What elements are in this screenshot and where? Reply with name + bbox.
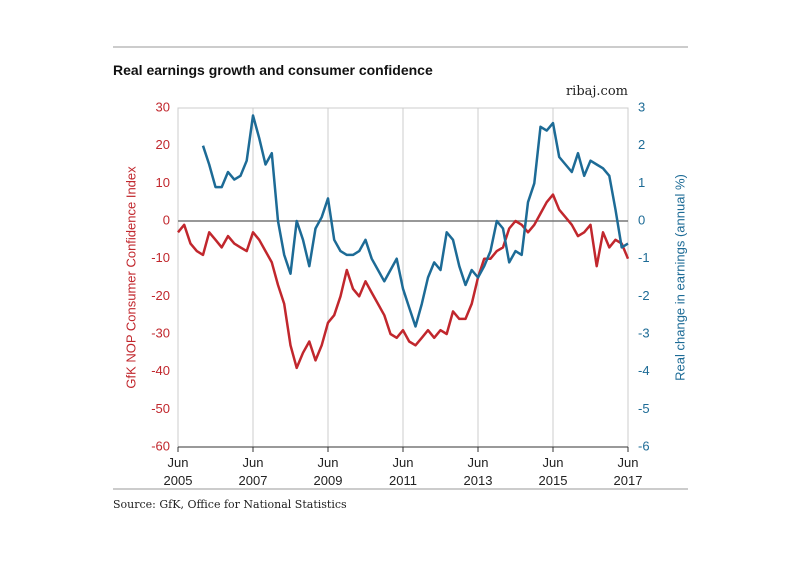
- y2-tick-label: 3: [638, 99, 645, 114]
- y-tick-label: -60: [151, 438, 170, 453]
- y-tick-label: -10: [151, 250, 170, 265]
- site-name: ribaj.com: [565, 84, 628, 99]
- y2-tick-label: -6: [638, 438, 650, 453]
- y-tick-label: -20: [151, 288, 170, 303]
- chart-title: Real earnings growth and consumer confid…: [113, 62, 433, 78]
- series-line: [201, 114, 629, 328]
- y2-tick-label: 1: [638, 175, 645, 190]
- x-tick-label: Jun 2015: [538, 455, 568, 488]
- y-tick-label: 10: [156, 175, 170, 190]
- x-tick-label: Jun 2007: [238, 455, 268, 488]
- x-tick-label: Jun 2017: [613, 455, 643, 488]
- y2-tick-label: -4: [638, 363, 650, 378]
- y2-axis-title: Real change in earnings (annual %): [672, 174, 687, 381]
- y-axis-title: GfK NOP Consumer Confidence Index: [123, 166, 138, 389]
- y2-tick-label: -1: [638, 250, 650, 265]
- source-note: Source: GfK, Office for National Statist…: [113, 498, 347, 511]
- y2-tick-label: 0: [638, 212, 645, 227]
- y2-tick-label: -2: [638, 288, 650, 303]
- x-tick-label: Jun 2009: [313, 455, 343, 488]
- y2-tick-label: -5: [638, 401, 650, 416]
- series-line: [177, 193, 630, 370]
- y-tick-label: -40: [151, 363, 170, 378]
- x-tick-label: Jun 2011: [389, 455, 417, 488]
- y2-tick-label: -3: [638, 325, 650, 340]
- y-tick-label: 0: [163, 212, 170, 227]
- y2-tick-label: 2: [638, 137, 645, 152]
- x-tick-label: Jun 2013: [463, 455, 493, 488]
- y-tick-label: -50: [151, 401, 170, 416]
- y-tick-label: 20: [156, 137, 170, 152]
- y-tick-label: 30: [156, 99, 170, 114]
- x-tick-label: Jun 2005: [163, 455, 193, 488]
- y-tick-label: -30: [151, 325, 170, 340]
